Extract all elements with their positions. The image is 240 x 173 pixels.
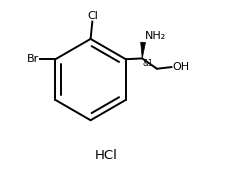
Text: &1: &1	[143, 59, 154, 68]
Text: Br: Br	[27, 54, 39, 64]
Text: NH₂: NH₂	[145, 31, 166, 41]
Text: Cl: Cl	[87, 11, 98, 21]
Polygon shape	[141, 42, 145, 58]
Text: HCl: HCl	[95, 149, 118, 162]
Text: OH: OH	[173, 62, 190, 72]
